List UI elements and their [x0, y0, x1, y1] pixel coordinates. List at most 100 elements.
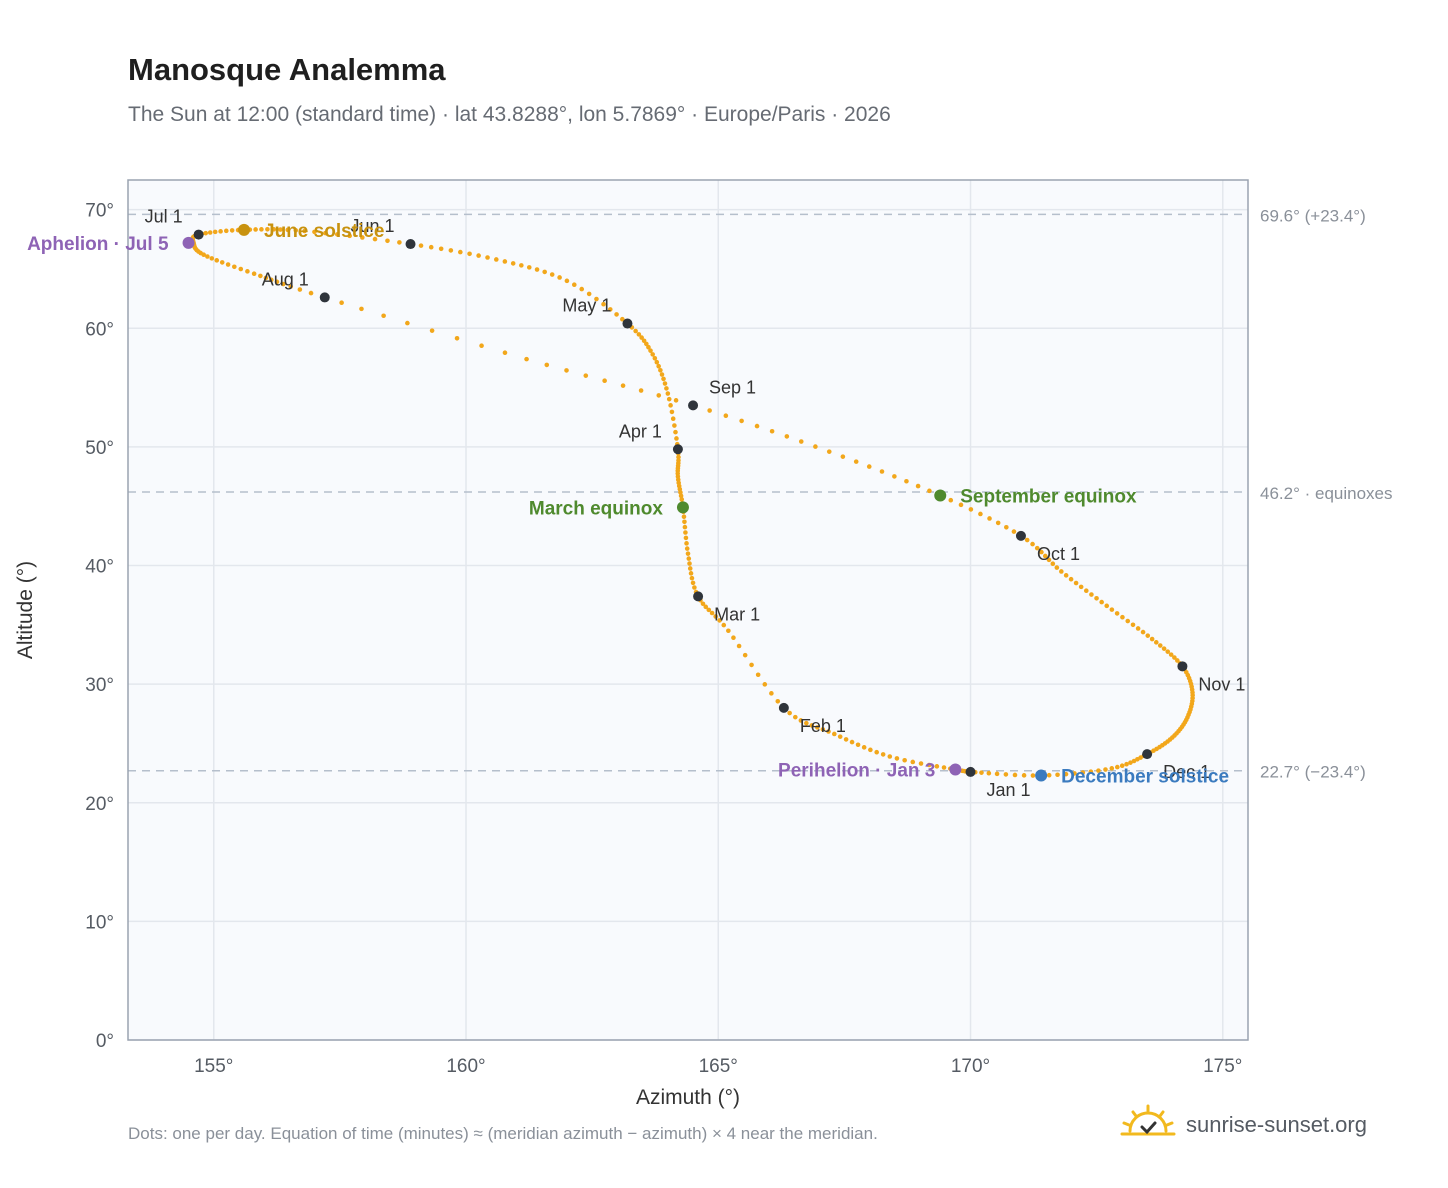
- daily-dot: [519, 263, 524, 268]
- month-marker-label: Dec 1: [1163, 762, 1210, 782]
- daily-dot: [285, 227, 291, 233]
- month-marker-dot: [622, 318, 633, 329]
- daily-dot: [586, 291, 592, 297]
- y-tick-label: 20°: [85, 794, 114, 815]
- daily-dot: [274, 279, 280, 285]
- daily-dot: [549, 272, 555, 277]
- daily-dot: [312, 229, 317, 235]
- month-marker-dot: [1177, 661, 1188, 672]
- daily-dot: [232, 264, 237, 270]
- daily-dot: [678, 490, 683, 495]
- daily-dot: [815, 725, 820, 730]
- x-axis-label: Azimuth (°): [636, 1086, 740, 1109]
- daily-dot: [467, 251, 472, 257]
- event-marker-label: Aphelion · Jul 5: [27, 234, 169, 255]
- daily-dot: [502, 259, 508, 264]
- daily-dot: [493, 257, 499, 262]
- daily-dot: [798, 718, 804, 723]
- daily-dot: [633, 328, 638, 334]
- month-marker-dot: [778, 702, 789, 713]
- event-marker-dot: [182, 236, 195, 249]
- daily-dot: [429, 328, 435, 333]
- event-marker-label: September equinox: [960, 487, 1137, 508]
- daily-dot: [656, 363, 661, 369]
- daily-dot: [1128, 760, 1133, 765]
- reference-line-label: 46.2° · equinoxes: [1260, 484, 1393, 503]
- daily-dot: [742, 652, 748, 658]
- daily-dot: [798, 439, 804, 444]
- brand[interactable]: sunrise-sunset.org: [1120, 1100, 1367, 1150]
- daily-dot: [510, 261, 516, 266]
- daily-dot: [223, 228, 229, 234]
- x-tick-label: 155°: [194, 1056, 233, 1077]
- daily-dot: [861, 745, 867, 750]
- daily-dot: [832, 731, 837, 737]
- daily-dot: [1140, 629, 1146, 635]
- daily-dot: [638, 388, 644, 393]
- daily-dot: [1109, 766, 1115, 771]
- reference-line-label: 69.6° (+23.4°): [1260, 206, 1366, 225]
- daily-dot: [502, 350, 508, 356]
- x-tick-label: 170°: [951, 1056, 990, 1077]
- daily-dot: [676, 454, 681, 460]
- daily-dot: [681, 514, 687, 520]
- daily-dot: [564, 368, 569, 373]
- daily-dot: [978, 511, 983, 517]
- daily-dot: [259, 227, 264, 232]
- daily-dot: [594, 296, 599, 302]
- daily-dot: [700, 601, 706, 607]
- daily-dot: [360, 235, 365, 240]
- daily-dot: [686, 556, 692, 561]
- month-marker-dot: [319, 292, 330, 303]
- x-tick-label: 160°: [446, 1056, 485, 1077]
- daily-dot: [571, 282, 577, 288]
- daily-dot: [678, 493, 684, 499]
- daily-dot: [524, 356, 529, 362]
- daily-dot: [874, 749, 879, 755]
- daily-dot: [673, 429, 678, 435]
- daily-dot: [1055, 772, 1060, 778]
- daily-dot: [769, 691, 774, 696]
- daily-dot: [297, 287, 303, 292]
- daily-dot: [218, 229, 223, 234]
- daily-dot: [958, 502, 964, 508]
- daily-dot: [579, 286, 585, 292]
- daily-dot: [682, 519, 687, 525]
- daily-dot: [706, 607, 712, 613]
- daily-dot: [849, 739, 855, 745]
- month-marker-dot: [1015, 530, 1026, 541]
- daily-dot: [826, 449, 832, 454]
- daily-dot: [995, 520, 1001, 526]
- daily-dot: [1034, 545, 1040, 551]
- daily-dot: [1145, 633, 1151, 638]
- daily-dot: [209, 256, 215, 261]
- daily-dot: [866, 464, 872, 469]
- month-marker-label: Apr 1: [619, 421, 662, 441]
- daily-dot: [258, 273, 263, 279]
- daily-dot: [1024, 537, 1030, 543]
- event-marker-label: Perihelion · Jan 3: [778, 761, 935, 782]
- daily-dot: [749, 662, 754, 668]
- daily-dot: [636, 332, 642, 337]
- daily-dot: [684, 541, 689, 546]
- month-marker-dot: [965, 766, 976, 777]
- daily-dot: [1039, 549, 1044, 555]
- daily-dot: [682, 524, 688, 530]
- daily-dot: [448, 248, 454, 253]
- daily-dot: [709, 610, 715, 616]
- daily-dot: [219, 260, 225, 265]
- month-marker-dot: [193, 229, 204, 240]
- daily-dot: [1083, 588, 1089, 594]
- daily-dot: [717, 618, 722, 623]
- y-tick-label: 70°: [85, 201, 114, 222]
- daily-dot: [214, 258, 220, 263]
- daily-dot: [265, 226, 270, 232]
- x-tick-label: 165°: [699, 1056, 738, 1077]
- daily-dot: [910, 759, 916, 765]
- daily-dot: [826, 729, 831, 734]
- daily-dot: [1046, 772, 1052, 778]
- daily-dot: [926, 762, 932, 768]
- daily-dot: [986, 770, 992, 776]
- daily-dot: [1030, 773, 1036, 778]
- daily-dot: [787, 710, 792, 716]
